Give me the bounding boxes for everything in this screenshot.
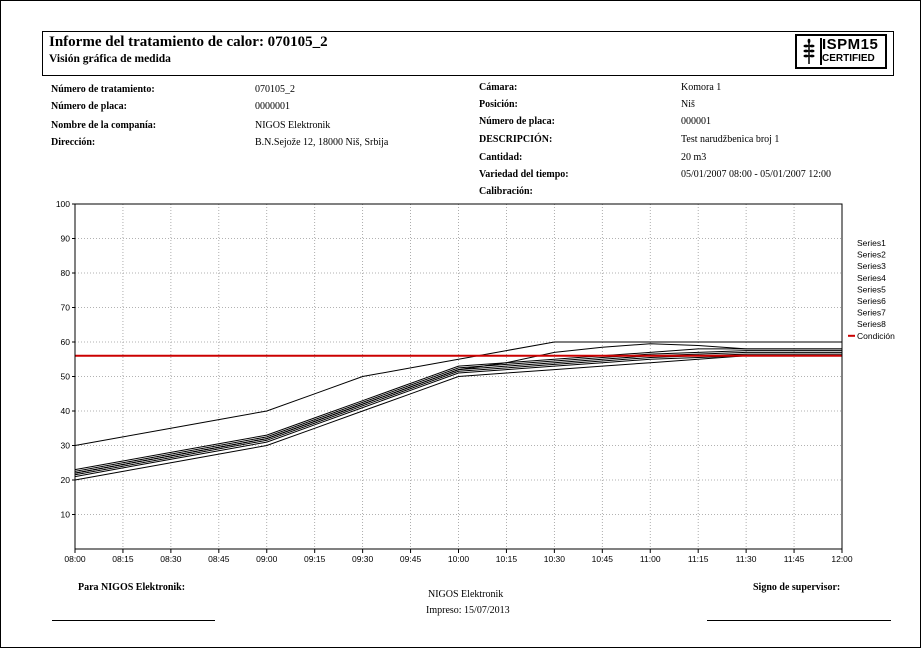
legend-entry-1: Series1 <box>857 238 886 248</box>
x-tick-label: 11:45 <box>784 554 805 564</box>
info-label-quantity: Cantidad: <box>479 152 523 163</box>
footer-print-date: Impreso: 15/07/2013 <box>426 605 510 616</box>
legend-entry-3: Series3 <box>857 261 886 271</box>
info-value-plate-number: 0000001 <box>255 101 290 112</box>
logo-text-ispm15: ISPM15 <box>822 36 879 53</box>
temperature-line-chart: 10 20 30 40 50 60 70 80 90 100 08:00 08:15 08:30 08:4… <box>56 199 895 564</box>
legend-entry-4: Series4 <box>857 273 886 283</box>
x-tick-label: 08:00 <box>64 554 86 564</box>
info-value-company: NIGOS Elektronik <box>255 120 331 131</box>
info-value-quantity: 20 m3 <box>681 152 707 163</box>
info-value-treatment-number: 070105_2 <box>255 84 295 95</box>
y-tick-label: 90 <box>61 234 71 244</box>
x-tick-label: 10:30 <box>544 554 566 564</box>
footer-company-signature-label: Para NIGOS Elektronik: <box>78 582 186 593</box>
y-tick-label: 100 <box>56 199 70 209</box>
info-value-description: Test narudžbenica broj 1 <box>681 134 780 145</box>
info-value-plate-number-right: 000001 <box>681 116 711 127</box>
y-tick-label: 30 <box>61 441 71 451</box>
x-tick-label: 12:00 <box>831 554 853 564</box>
legend-entry-8: Series8 <box>857 319 886 329</box>
x-tick-label: 08:45 <box>208 554 230 564</box>
y-tick-label: 60 <box>61 337 71 347</box>
x-tick-label: 11:30 <box>736 554 757 564</box>
info-value-address: B.N.Sejože 12, 18000 Niš, Srbija <box>255 137 389 148</box>
legend-entry-7: Series7 <box>857 308 886 318</box>
y-tick-label: 20 <box>61 475 71 485</box>
supervisor-signature-line <box>707 620 891 621</box>
y-tick-label: 40 <box>61 406 71 416</box>
info-label-chamber: Cámara: <box>479 82 518 93</box>
x-tick-label: 08:15 <box>112 554 134 564</box>
y-tick-label: 50 <box>61 372 71 382</box>
x-tick-label: 09:45 <box>400 554 422 564</box>
footer-supervisor-signature-label: Signo de supervisor: <box>753 582 841 593</box>
ispm15-logo: ISPM15 CERTIFIED <box>795 34 887 69</box>
chart-axes: 10 20 30 40 50 60 70 80 90 100 08:00 08:15 08:30 08:4… <box>56 199 853 564</box>
footer-company-name: NIGOS Elektronik <box>428 589 504 600</box>
y-tick-label: 80 <box>61 268 71 278</box>
x-tick-label: 09:15 <box>304 554 326 564</box>
info-label-description: DESCRIPCIÓN: <box>479 134 553 145</box>
report-title: Informe del tratamiento de calor: 070105… <box>49 34 328 50</box>
legend-entry-9: Condición <box>857 331 895 341</box>
legend-entry-2: Series2 <box>857 250 886 260</box>
legend-entry-5: Series5 <box>857 284 886 294</box>
info-label-plate-number-right: Número de placa: <box>479 116 555 127</box>
logo-text-certified: CERTIFIED <box>822 53 875 64</box>
info-label-company: Nombre de la companía: <box>51 120 157 131</box>
x-tick-label: 10:15 <box>496 554 518 564</box>
x-tick-label: 10:45 <box>592 554 614 564</box>
x-tick-label: 11:15 <box>688 554 709 564</box>
info-label-plate-number: Número de placa: <box>51 101 127 112</box>
report-subtitle: Visión gráfica de medida <box>49 53 171 65</box>
series-line-6 <box>74 355 842 478</box>
info-value-position: Niš <box>681 99 695 110</box>
series-line-7 <box>74 355 842 481</box>
series-line-1 <box>74 341 842 446</box>
series-line-2 <box>74 348 842 471</box>
info-label-time-range: Variedad del tiempo: <box>479 169 569 180</box>
y-tick-label: 70 <box>61 303 71 313</box>
series-line-8 <box>74 343 842 474</box>
series-line-4 <box>74 351 842 474</box>
info-label-address: Dirección: <box>51 137 96 148</box>
info-value-time-range: 05/01/2007 08:00 - 05/01/2007 12:00 <box>681 169 831 180</box>
info-label-treatment-number: Número de tratamiento: <box>51 84 155 95</box>
x-tick-label: 11:00 <box>640 554 661 564</box>
wheat-icon <box>800 38 822 65</box>
chart-series <box>74 341 842 481</box>
x-tick-label: 10:00 <box>448 554 470 564</box>
x-tick-label: 09:00 <box>256 554 278 564</box>
legend-entry-6: Series6 <box>857 296 886 306</box>
series-line-3 <box>74 350 842 472</box>
x-tick-label: 08:30 <box>160 554 182 564</box>
info-label-calibration: Calibración: <box>479 186 533 197</box>
info-value-chamber: Komora 1 <box>681 82 722 93</box>
title-box <box>42 31 894 76</box>
company-signature-line <box>52 620 215 621</box>
y-tick-label: 10 <box>61 510 71 520</box>
x-tick-label: 09:30 <box>352 554 374 564</box>
info-label-position: Posición: <box>479 99 518 110</box>
